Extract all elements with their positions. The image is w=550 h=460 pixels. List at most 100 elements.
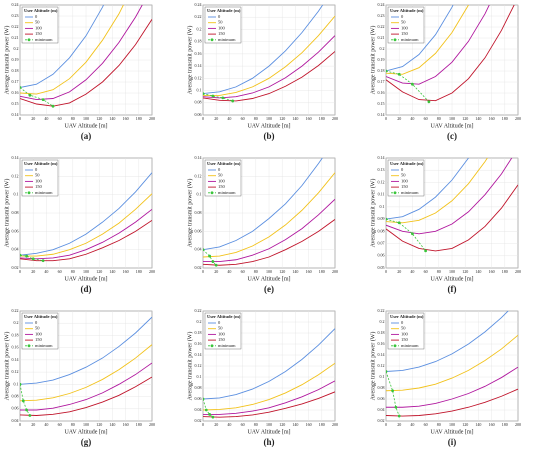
y-tick-label: 0.16 (378, 90, 385, 95)
x-tick-label: 60 (424, 422, 428, 427)
legend-label: minimum (401, 37, 419, 42)
y-tick-label: 0.18 (378, 330, 385, 335)
legend-swatch (393, 191, 397, 195)
minimum-line (386, 70, 430, 103)
x-tick-label: 20 (214, 269, 218, 274)
series-line (20, 5, 124, 95)
y-tick-label: 0.14 (378, 155, 385, 160)
panel-label: (d) (81, 284, 92, 294)
legend-box (204, 312, 242, 350)
x-tick-label: 80 (254, 422, 258, 427)
x-tick-label: 0 (19, 116, 21, 121)
y-tick-label: 0.22 (195, 308, 202, 313)
x-tick-label: 140 (109, 269, 115, 274)
series-line (20, 344, 152, 402)
y-tick-label: 0.17 (378, 79, 385, 84)
legend-box (21, 6, 59, 44)
y-tick-label: 0.18 (12, 68, 19, 73)
legend-label: 0 (401, 14, 404, 19)
panel: 0 20 40 60 80 100 120 140 160 180 200 0.06 0.08 0.1 0.… (186, 2, 338, 141)
x-tick-label: 100 (83, 422, 89, 427)
legend-title: User Altitude (m) (390, 161, 424, 166)
panel-label: (h) (264, 437, 275, 447)
x-tick-label: 120 (462, 116, 468, 121)
x-tick-label: 60 (241, 422, 245, 427)
y-tick-label: 0.14 (195, 63, 202, 68)
y-axis-label: Average transmit power (W) (369, 26, 376, 95)
x-tick-label: 140 (475, 116, 481, 121)
legend-box (387, 6, 425, 44)
x-tick-label: 160 (123, 422, 129, 427)
y-tick-label: 0.1 (197, 192, 202, 197)
x-tick-label: 120 (462, 422, 468, 427)
y-tick-label: 0.2 (380, 319, 385, 324)
series-line (386, 5, 490, 85)
y-tick-label: 0.18 (12, 332, 19, 337)
x-tick-label: 140 (109, 422, 115, 427)
x-axis-label: UAV Altitude [m] (64, 429, 107, 435)
legend-box (387, 159, 425, 197)
legend-label: 100 (401, 25, 409, 30)
y-tick-label: 0.14 (378, 112, 385, 117)
x-tick-label: 0 (19, 269, 21, 274)
x-tick-label: 120 (279, 116, 285, 121)
x-tick-label: 140 (109, 116, 115, 121)
x-tick-label: 120 (96, 116, 102, 121)
y-axis-label: Average transmit power (W) (186, 179, 193, 248)
minimum-point (386, 217, 388, 221)
y-tick-label: 0.12 (195, 75, 202, 80)
legend-label: 50 (35, 20, 40, 25)
x-tick-label: 160 (306, 422, 312, 427)
y-tick-label: 0.14 (378, 352, 385, 357)
x-tick-label: 20 (397, 116, 401, 121)
legend-swatch (210, 38, 214, 42)
minimum-line (20, 384, 31, 416)
x-tick-label: 120 (462, 269, 468, 274)
legend-label: 0 (35, 320, 38, 325)
x-tick-label: 0 (385, 269, 387, 274)
minimum-point (208, 254, 211, 258)
legend-label: minimum (401, 343, 419, 348)
y-axis-label: Average transmit power (W) (186, 26, 193, 95)
x-tick-label: 140 (292, 116, 298, 121)
x-tick-label: 180 (502, 422, 508, 427)
y-tick-label: 0.04 (12, 247, 19, 252)
x-tick-label: 40 (44, 422, 48, 427)
legend-label: 100 (401, 331, 409, 336)
x-axis-label: UAV Altitude [m] (430, 123, 473, 129)
legend-box (21, 159, 59, 197)
legend-label: 150 (401, 184, 409, 189)
minimum-point (51, 104, 55, 108)
x-tick-label: 20 (214, 422, 218, 427)
minimum-point (203, 248, 205, 252)
legend-label: 0 (218, 14, 221, 19)
y-tick-label: 0.08 (378, 228, 385, 233)
legend-label: 100 (35, 25, 43, 30)
y-tick-label: 0.22 (378, 308, 385, 313)
minimum-line (203, 398, 214, 418)
x-tick-label: 160 (123, 269, 129, 274)
x-tick-label: 100 (266, 116, 272, 121)
legend-label: 150 (401, 31, 409, 36)
x-tick-label: 180 (136, 269, 142, 274)
y-tick-label: 0.15 (12, 101, 19, 106)
x-tick-label: 160 (123, 116, 129, 121)
x-tick-label: 140 (475, 422, 481, 427)
legend-title: User Altitude (m) (390, 314, 424, 319)
lines (203, 328, 335, 419)
minimum-point (28, 93, 32, 97)
panel: 0 20 40 60 80 100 120 140 160 180 200 0.02 0.04 0.06 0… (186, 155, 338, 294)
y-axis-label: Average transmit power (W) (3, 179, 10, 248)
x-tick-label: 60 (241, 269, 245, 274)
x-tick-label: 100 (449, 422, 455, 427)
x-tick-label: 140 (292, 422, 298, 427)
y-tick-label: 0.14 (12, 357, 19, 362)
panel: 0 20 40 60 80 100 120 140 160 180 200 0.02 0.04 0.06 0… (369, 308, 521, 447)
y-tick-label: 0.02 (378, 418, 385, 423)
